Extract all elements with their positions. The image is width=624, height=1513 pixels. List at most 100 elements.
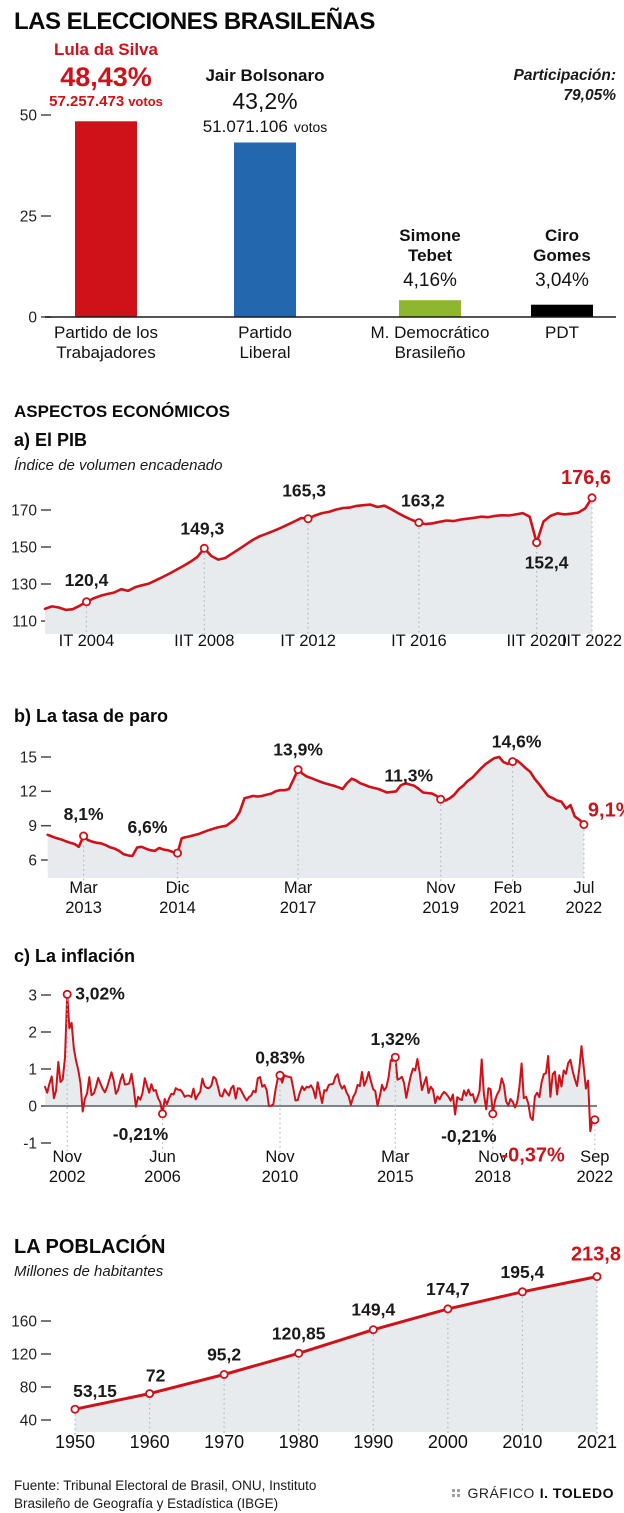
data-point-label: 1,32% <box>370 1029 420 1049</box>
data-point-label: 120,85 <box>272 1323 326 1343</box>
participation-label: Participación: <box>513 67 617 84</box>
name-line: Ciro <box>545 226 579 245</box>
candidate-block-bolsonaro: Jair Bolsonaro 43,2% 51.071.106 votos <box>165 66 365 136</box>
area-fill <box>75 1276 597 1432</box>
x-tick-label: 2022 <box>576 1168 613 1186</box>
pib-axis: 110 130 150 170 <box>11 502 51 630</box>
x-tick-label: IT 2004 <box>59 632 115 650</box>
name-line: Gomes <box>533 245 591 265</box>
data-point-marker <box>517 1287 527 1297</box>
y-tick-label: 130 <box>11 576 37 593</box>
x-tick-label: 2017 <box>280 899 317 917</box>
data-point-marker <box>579 820 589 830</box>
data-point-label: 152,4 <box>525 553 569 573</box>
data-point-label: 3,02% <box>75 983 125 1003</box>
inflacion-chart-title: c) La inflación <box>14 946 136 966</box>
x-tick-label: 2021 <box>489 899 526 917</box>
y-tick-label: 80 <box>20 1379 38 1396</box>
party-line: Liberal <box>239 343 291 363</box>
poblacion-annotations: 53,15 72 95,2 120,85 149,4 174,7 195,4 213,8 <box>70 1244 621 1436</box>
x-tick-label: Dic <box>166 879 190 897</box>
votes-suffix: votos <box>293 118 328 135</box>
data-point-label: 95,2 <box>207 1345 241 1365</box>
data-point-label: 149,4 <box>351 1300 395 1320</box>
data-point-label: 53,15 <box>73 1381 117 1401</box>
data-point-label: 0,83% <box>255 1047 305 1067</box>
pib-chart-subtitle: Índice de volumen encadenado <box>14 457 223 474</box>
x-tick-label: Mar <box>284 879 313 897</box>
y-tick-label: 2 <box>28 1024 37 1041</box>
party-label-pt: Partido de los Trabajadores <box>21 323 191 363</box>
name-line: Simone <box>399 226 461 245</box>
data-point-label: 176,6 <box>561 470 611 489</box>
y-tick-label: 0 <box>28 1098 37 1115</box>
data-point-label: 149,3 <box>180 518 224 538</box>
x-tick-label: 2019 <box>422 899 459 917</box>
section-title-economics: ASPECTOS ECONÓMICOS <box>14 402 230 421</box>
paro-series <box>46 755 586 878</box>
candidate-votes: 51.071.106 votos <box>165 117 365 137</box>
y-tick-label: 9 <box>28 818 37 835</box>
x-tick-label: Jun <box>149 1148 176 1166</box>
data-point-marker <box>303 514 313 524</box>
candidate-block-ciro: Ciro Gomes 3,04% <box>462 226 624 292</box>
data-point-marker <box>172 848 182 858</box>
party-label-pl: Partido Liberal <box>180 323 350 363</box>
data-point-marker <box>157 1109 167 1119</box>
data-point-marker <box>199 543 209 553</box>
y-tick-label: 6 <box>28 852 37 869</box>
data-point-label: 72 <box>146 1366 166 1386</box>
party-line: Brasileño <box>394 343 466 363</box>
paro-annotations: 8,1% 6,6% 13,9% 11,3% 14,6% 9,1% <box>64 735 624 884</box>
credit-name: I. TOLEDO <box>539 1485 614 1501</box>
data-line <box>44 993 596 1133</box>
data-point-label: 6,6% <box>128 817 168 837</box>
x-tick-label: IIT 2008 <box>174 632 234 650</box>
data-point-marker <box>293 765 303 775</box>
y-tick-label: 150 <box>11 539 37 556</box>
inflacion-annotations: 3,02%-0,21%0,83%1,32%-0,21%-0,37% <box>62 983 600 1167</box>
squares-icon <box>452 1489 461 1497</box>
x-tick-label: 1980 <box>279 1432 319 1452</box>
elections-axis: 0 25 50 <box>20 107 51 326</box>
data-point-label: 8,1% <box>64 804 104 824</box>
x-tick-label: Nov <box>478 1148 508 1166</box>
data-point-label: 213,8 <box>571 1244 621 1266</box>
poblacion-chart-title: LA POBLACIÓN <box>14 1236 166 1258</box>
data-point-marker <box>590 1115 600 1125</box>
graphic-credit: GRÁFICO I. TOLEDO <box>452 1485 614 1501</box>
x-tick-label: Sep <box>580 1148 609 1166</box>
x-tick-label: 2013 <box>65 899 102 917</box>
x-tick-label: Mar <box>381 1148 410 1166</box>
party-line: M. Democrático <box>370 323 490 342</box>
party-line: Trabajadores <box>56 343 156 363</box>
x-tick-label: 1950 <box>55 1432 95 1452</box>
data-point-label: -0,21% <box>441 1126 497 1146</box>
data-point-marker <box>294 1348 304 1358</box>
candidate-percentage: 48,43% <box>60 61 152 92</box>
name-line: Tebet <box>407 245 453 265</box>
x-tick-label: 2010 <box>502 1432 542 1452</box>
y-tick-label: 3 <box>28 987 37 1004</box>
data-point-label: 120,4 <box>65 570 109 590</box>
inflacion-x-labels: Nov 2002 Jun 2006 Nov 2010 Mar 2015 Nov 2018 Sep 20… <box>49 1148 613 1186</box>
party-line: PDT <box>545 323 579 342</box>
y-tick-label: 120 <box>11 1346 37 1363</box>
y-tick-label: 40 <box>20 1412 38 1429</box>
data-point-label: 163,2 <box>401 491 445 511</box>
x-tick-label: IT 2016 <box>391 632 447 650</box>
data-point-marker <box>436 794 446 804</box>
data-point-marker <box>414 518 424 528</box>
y-tick-label: 170 <box>11 502 37 519</box>
bar-0 <box>75 121 137 317</box>
data-point-label: 13,9% <box>273 740 323 760</box>
data-point-marker <box>145 1389 155 1399</box>
x-tick-label: 2000 <box>428 1432 468 1452</box>
data-line <box>73 1275 599 1411</box>
y-tick-label: 15 <box>20 749 37 766</box>
pib-series <box>43 496 594 634</box>
source-note: Fuente: Tribunal Electoral de Brasil, ON… <box>14 1477 316 1513</box>
data-point-marker <box>62 989 72 999</box>
x-tick-label: Jul <box>573 879 594 897</box>
elections-bar-chart: 0 25 50 <box>20 107 616 326</box>
